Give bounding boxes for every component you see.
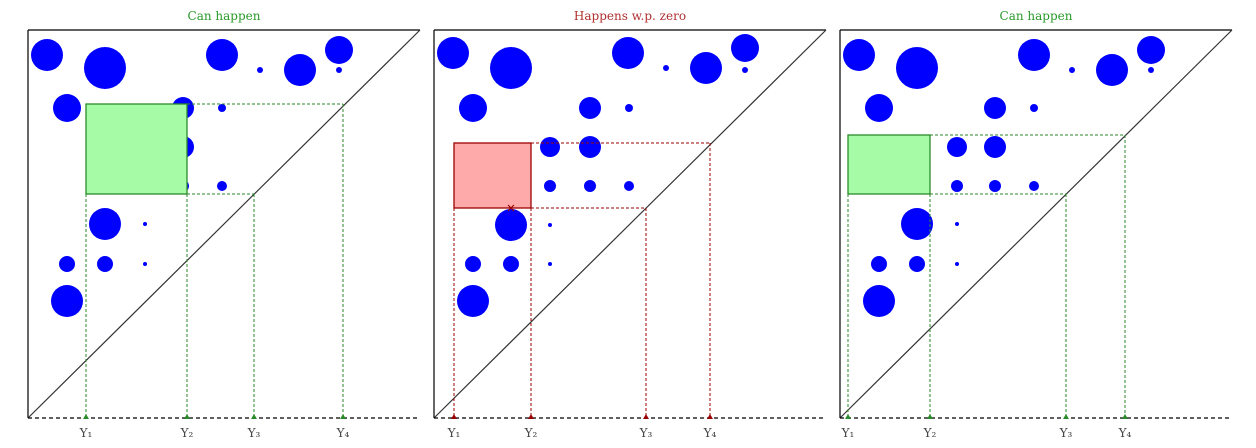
tick-marker — [845, 414, 851, 419]
point — [984, 97, 1006, 119]
y-label: Y₂ — [180, 426, 194, 440]
point — [336, 67, 342, 73]
diagonal — [433, 29, 827, 419]
point — [53, 94, 81, 122]
panel: Can happen Y₁ Y₂ Y₃ Y₄ — [839, 9, 1233, 440]
point — [901, 208, 933, 240]
point — [325, 36, 353, 64]
point — [1030, 104, 1038, 112]
y-label: Y₁ — [447, 426, 461, 440]
point — [955, 262, 959, 266]
point — [865, 94, 893, 122]
panel-title: Can happen — [188, 9, 261, 23]
region — [847, 134, 931, 195]
tick-marker — [340, 414, 346, 419]
point — [690, 52, 722, 84]
point — [612, 37, 644, 69]
point — [663, 65, 669, 71]
point — [217, 181, 227, 191]
point — [544, 180, 556, 192]
point — [97, 256, 113, 272]
point — [548, 262, 552, 266]
point — [843, 39, 875, 71]
tick-marker — [1063, 414, 1069, 419]
point — [955, 222, 959, 226]
y-label: Y₃ — [1059, 426, 1073, 440]
tick-marker — [927, 414, 933, 419]
point — [143, 222, 147, 226]
point — [624, 181, 634, 191]
tick-marker — [707, 414, 713, 419]
y-label: Y₁ — [79, 426, 93, 440]
diagonal — [839, 29, 1233, 419]
y-label: Y₄ — [1118, 426, 1132, 440]
point — [437, 37, 469, 69]
panel: Happens w.p. zero Y₁ Y₂ Y₃ Y₄ — [433, 9, 827, 440]
point — [625, 104, 633, 112]
point — [863, 285, 895, 317]
point — [540, 137, 560, 157]
y-label: Y₄ — [336, 426, 350, 440]
point — [1018, 39, 1050, 71]
tick-marker — [83, 414, 89, 419]
panel: Can happen Y₁ Y₂ Y₃ Y₄ — [27, 9, 421, 440]
point — [579, 97, 601, 119]
panel-title: Happens w.p. zero — [574, 9, 686, 23]
tick-marker — [1122, 414, 1128, 419]
y-label: Y₂ — [524, 426, 538, 440]
point — [503, 256, 519, 272]
point — [459, 94, 487, 122]
point — [1096, 54, 1128, 86]
point — [490, 47, 532, 89]
point — [218, 104, 226, 112]
y-label: Y₃ — [639, 426, 653, 440]
diagonal — [27, 29, 421, 419]
tick-marker — [184, 414, 190, 419]
point — [989, 180, 1001, 192]
point — [1137, 36, 1165, 64]
point — [951, 180, 963, 192]
point — [947, 137, 967, 157]
point — [579, 136, 601, 158]
point — [1148, 67, 1154, 73]
point — [284, 54, 316, 86]
point — [984, 136, 1006, 158]
point — [59, 256, 75, 272]
point — [896, 47, 938, 89]
point — [51, 285, 83, 317]
point — [89, 208, 121, 240]
point — [871, 256, 887, 272]
y-label: Y₃ — [247, 426, 261, 440]
tick-marker — [528, 414, 534, 419]
point — [731, 34, 759, 62]
point — [1029, 181, 1039, 191]
point — [465, 256, 481, 272]
point — [909, 256, 925, 272]
cross-mark — [507, 204, 515, 212]
point — [1069, 67, 1075, 73]
tick-marker — [643, 414, 649, 419]
tick-marker — [451, 414, 457, 419]
point — [548, 223, 552, 227]
point — [206, 39, 238, 71]
point — [495, 209, 527, 241]
point — [84, 47, 126, 89]
point — [143, 262, 147, 266]
point — [742, 67, 748, 73]
panel-title: Can happen — [1000, 9, 1073, 23]
point — [457, 285, 489, 317]
point — [31, 39, 63, 71]
y-label: Y₂ — [923, 426, 937, 440]
region — [453, 142, 532, 209]
point — [257, 67, 263, 73]
tick-marker — [251, 414, 257, 419]
y-label: Y₁ — [841, 426, 855, 440]
region — [85, 103, 188, 195]
point — [584, 180, 596, 192]
y-label: Y₄ — [703, 426, 717, 440]
